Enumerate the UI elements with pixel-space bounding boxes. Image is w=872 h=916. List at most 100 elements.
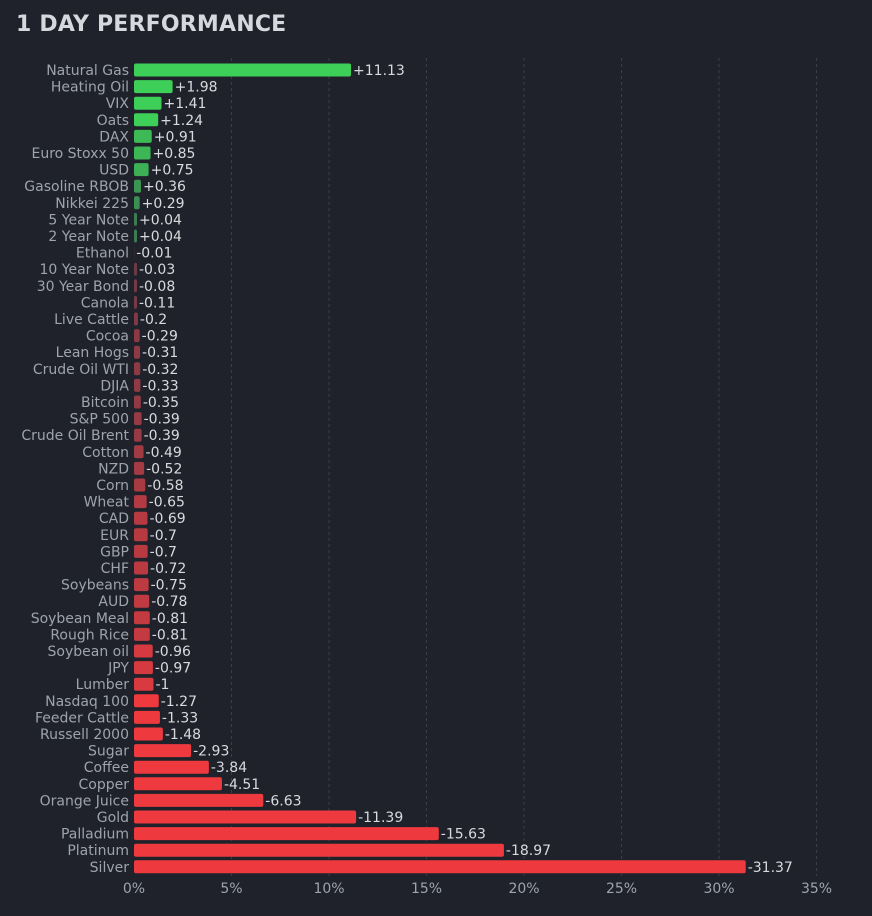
bar <box>134 445 144 458</box>
x-tick-label: 25% <box>606 881 637 897</box>
category-label: EUR <box>100 528 129 544</box>
category-label: Wheat <box>84 495 130 511</box>
bar <box>134 163 149 176</box>
x-axis-ticks: 0% 5% 10% 15% 20% 25% 30% 35% <box>123 881 832 897</box>
value-label: -0.29 <box>142 329 178 345</box>
value-label: -2.93 <box>193 744 229 760</box>
value-label: -15.63 <box>441 827 486 843</box>
bar <box>134 728 163 741</box>
x-tick-label: 5% <box>220 881 242 897</box>
bar <box>134 694 159 707</box>
value-label: -0.97 <box>155 661 191 677</box>
category-label: Soybean Meal <box>31 611 129 627</box>
value-label: -1.27 <box>161 694 197 710</box>
category-label: Crude Oil WTI <box>33 362 129 378</box>
bar <box>134 645 153 658</box>
category-label: Nikkei 225 <box>55 196 129 212</box>
bar <box>134 130 152 143</box>
category-label: JPY <box>107 661 129 677</box>
value-label: -0.58 <box>147 478 183 494</box>
value-label: -3.84 <box>211 760 247 776</box>
value-label: -0.52 <box>146 461 182 477</box>
bar <box>134 595 149 608</box>
category-label: CAD <box>99 511 129 527</box>
category-label: Cotton <box>82 445 129 461</box>
x-tick-label: 0% <box>123 881 145 897</box>
value-label: -0.78 <box>151 594 187 610</box>
category-label: Oats <box>97 113 129 129</box>
value-label: -0.32 <box>142 362 178 378</box>
bar <box>134 279 137 292</box>
value-label: -4.51 <box>224 777 260 793</box>
category-label: Copper <box>79 777 130 793</box>
value-label: +11.13 <box>353 63 405 79</box>
category-label: Soybean oil <box>48 644 129 660</box>
category-label: GBP <box>100 544 129 560</box>
x-tick-label: 35% <box>801 881 832 897</box>
value-label: -0.03 <box>139 262 175 278</box>
bar <box>134 562 148 575</box>
value-label: -6.63 <box>265 793 301 809</box>
bar <box>134 628 150 641</box>
x-tick-label: 15% <box>411 881 442 897</box>
bar <box>134 64 351 77</box>
category-label: CHF <box>101 561 129 577</box>
bar <box>134 196 140 209</box>
bar <box>134 495 147 508</box>
bar <box>134 777 222 790</box>
category-label: DJIA <box>100 378 129 394</box>
category-label: Palladium <box>61 827 129 843</box>
category-label: 10 Year Note <box>40 262 130 278</box>
category-label: Live Cattle <box>54 312 129 328</box>
category-label: Heating Oil <box>51 80 129 96</box>
value-label: -0.08 <box>139 279 175 295</box>
x-tick-label: 10% <box>313 881 344 897</box>
value-label: -0.7 <box>150 528 177 544</box>
value-label: -0.96 <box>155 644 191 660</box>
category-label: Ethanol <box>76 246 129 262</box>
category-label: Sugar <box>88 744 129 760</box>
value-label: +1.98 <box>175 80 218 96</box>
category-label: Soybeans <box>61 578 129 594</box>
category-label: Nasdaq 100 <box>45 694 129 710</box>
value-label: -0.72 <box>150 561 186 577</box>
value-label: +0.36 <box>143 179 186 195</box>
category-label: 5 Year Note <box>48 212 129 228</box>
bar <box>134 97 161 110</box>
value-label: -0.01 <box>136 246 172 262</box>
bar <box>134 545 148 558</box>
category-label: Silver <box>90 860 130 876</box>
category-label: Gasoline RBOB <box>24 179 129 195</box>
value-label: -0.33 <box>142 378 178 394</box>
bar <box>134 296 137 309</box>
bar <box>134 528 148 541</box>
bar <box>134 661 153 674</box>
bar <box>134 479 145 492</box>
category-label: Bitcoin <box>81 395 129 411</box>
category-label: Euro Stoxx 50 <box>31 146 129 162</box>
category-label: DAX <box>99 129 129 145</box>
bar-chart: Natural Gas +11.13Heating Oil +1.98VIX +1.4… <box>0 0 872 916</box>
x-tick-label: 30% <box>703 881 734 897</box>
value-label: -0.65 <box>149 495 185 511</box>
bar <box>134 113 158 126</box>
bar <box>134 263 137 276</box>
value-label: -1.33 <box>162 710 198 726</box>
value-label: +1.41 <box>163 96 206 112</box>
category-label: Canola <box>81 295 129 311</box>
x-tick-label: 20% <box>508 881 539 897</box>
bar <box>134 412 142 425</box>
bar <box>134 512 147 525</box>
category-label: Corn <box>96 478 129 494</box>
bar <box>134 147 151 160</box>
category-label: VIX <box>106 96 130 112</box>
category-label: Gold <box>97 810 129 826</box>
value-label: -0.81 <box>152 611 188 627</box>
category-label: Rough Rice <box>50 627 129 643</box>
value-label: -31.37 <box>748 860 793 876</box>
bar <box>134 794 263 807</box>
bar <box>134 827 439 840</box>
category-label: S&P 500 <box>70 412 129 428</box>
category-label: NZD <box>98 461 129 477</box>
value-label: -1.48 <box>165 727 201 743</box>
